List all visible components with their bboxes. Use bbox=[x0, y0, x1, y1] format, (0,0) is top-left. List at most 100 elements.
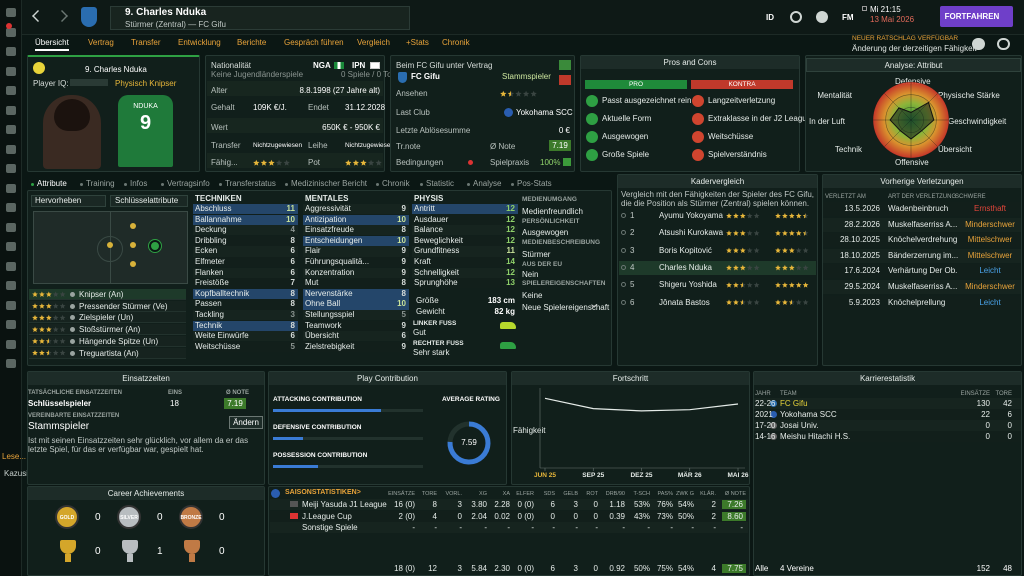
season-cell: 4 bbox=[432, 511, 437, 521]
attribute-row bbox=[412, 257, 518, 268]
info-age-value: 8.8.1998 (27 Jahre alt) bbox=[299, 86, 381, 95]
attribute-group-title: MENTALES bbox=[305, 194, 349, 203]
menu-tab[interactable]: Übersicht bbox=[35, 38, 69, 51]
flag bbox=[334, 62, 344, 69]
menu-tab[interactable]: Vertrag bbox=[88, 38, 114, 47]
season-cell: 2 bbox=[711, 511, 716, 521]
menu-tab[interactable]: Vergleich bbox=[357, 38, 390, 47]
continue-button[interactable] bbox=[940, 6, 1013, 27]
playing-time-apps-value: 18 bbox=[170, 399, 179, 408]
cup-base bbox=[65, 554, 71, 562]
sub-tab[interactable]: Transferstatus bbox=[225, 179, 276, 188]
career-cell: 0 bbox=[1007, 421, 1012, 430]
info-nat1: NGA bbox=[313, 61, 331, 70]
contract-reputation: Ansehen bbox=[396, 89, 428, 98]
shirt-number: 9 bbox=[139, 112, 152, 134]
attribute-name: Flair bbox=[305, 246, 321, 256]
squad-name: Ayumu Yokoyama bbox=[659, 211, 723, 220]
media-heading: AUS DER EU bbox=[522, 261, 563, 268]
sub-tab[interactable]: Analyse bbox=[473, 179, 502, 188]
menu-tab[interactable]: +Stats bbox=[406, 38, 429, 47]
sub-tab[interactable]: Chronik bbox=[382, 179, 410, 188]
analysis-dropdown[interactable] bbox=[806, 58, 1021, 72]
role-row[interactable] bbox=[29, 324, 186, 336]
squad-row bbox=[619, 296, 816, 310]
sidebar-icon bbox=[6, 66, 16, 76]
radar-label: Offensive bbox=[895, 158, 929, 167]
menu-tab[interactable]: Chronik bbox=[442, 38, 470, 47]
competition-name: Meiji Yasuda J1 League bbox=[302, 500, 387, 509]
height-value: 183 cm bbox=[487, 296, 515, 305]
con-icon bbox=[692, 149, 704, 161]
contribution-track bbox=[273, 465, 423, 468]
attribute-name: Führungsqualitä... bbox=[305, 257, 370, 266]
role-row[interactable] bbox=[29, 289, 186, 300]
role-row[interactable] bbox=[29, 347, 186, 359]
info-nationality: Nationalität bbox=[211, 61, 252, 70]
sidebar-text: Kazusi bbox=[4, 469, 29, 478]
injury-row bbox=[823, 280, 1021, 294]
attribute-name: Deckung bbox=[195, 225, 227, 235]
panel-header bbox=[269, 372, 506, 385]
x-tick-label: DEZ 25 bbox=[630, 472, 653, 479]
sub-tab[interactable]: Pos-Stats bbox=[517, 179, 552, 188]
season-header: DRB/90 bbox=[605, 491, 625, 497]
info-nat2: IPN bbox=[352, 61, 366, 70]
season-row bbox=[270, 510, 748, 522]
injury-date: 13.5.2026 bbox=[844, 204, 880, 213]
attribute-value: 9 bbox=[401, 246, 406, 256]
menu-tab[interactable]: Gespräch führen bbox=[284, 38, 344, 47]
season-cell: 3 bbox=[573, 500, 578, 509]
season-cell: 0 bbox=[593, 564, 598, 573]
attribute-name: Weitschüsse bbox=[195, 341, 241, 351]
season-cell: - bbox=[434, 523, 437, 532]
sub-tab[interactable]: Training bbox=[86, 179, 115, 188]
injury-date: 28.10.2025 bbox=[839, 235, 880, 245]
attribute-name: Flanken bbox=[195, 267, 224, 277]
season-cell: 54% bbox=[677, 500, 694, 509]
role-info-icon bbox=[70, 338, 75, 344]
season-cell: 2 bbox=[711, 500, 716, 509]
foot-label: RECHTER FUSS bbox=[413, 340, 464, 347]
info-row bbox=[207, 153, 383, 168]
attribute-row bbox=[303, 267, 409, 278]
career-cell: Yokohama SCC bbox=[780, 410, 837, 419]
position-dot bbox=[130, 242, 136, 248]
injury-severity: Minderschwer bbox=[965, 219, 1015, 229]
attribute-name: Balance bbox=[414, 225, 443, 235]
injury-row bbox=[823, 295, 1021, 310]
pro-item: Große Spiele bbox=[602, 150, 650, 159]
pro-icon bbox=[586, 113, 598, 125]
attribute-value: 12 bbox=[506, 214, 515, 224]
con-item: Langzeitverletzung bbox=[708, 96, 776, 105]
career-cell: Meishu Hitachi H.S. bbox=[780, 432, 851, 441]
sub-tab[interactable]: Vertragsinfo bbox=[167, 179, 210, 188]
squad-row bbox=[619, 244, 816, 258]
attribute-name: Antritt bbox=[414, 204, 435, 213]
menu-tab[interactable]: Berichte bbox=[237, 38, 267, 47]
menu-tab[interactable]: Entwicklung bbox=[178, 38, 221, 47]
dropdown[interactable] bbox=[31, 195, 106, 207]
season-title[interactable]: SAISONSTATISTIKEN> bbox=[285, 489, 361, 496]
role-row[interactable] bbox=[29, 312, 186, 324]
info-value: Wert bbox=[211, 123, 228, 132]
season-cell: - bbox=[531, 523, 534, 532]
role-info-icon bbox=[70, 327, 75, 333]
sub-tab[interactable]: Infos bbox=[130, 179, 148, 188]
menu-tab[interactable]: Transfer bbox=[131, 38, 161, 47]
dropdown[interactable] bbox=[110, 195, 188, 207]
panel bbox=[511, 371, 750, 485]
pro-icon bbox=[586, 95, 598, 107]
change-button[interactable] bbox=[229, 416, 263, 429]
role-row[interactable] bbox=[29, 335, 186, 347]
attribute-row bbox=[412, 246, 518, 257]
season-header: EINSÄTZE bbox=[388, 491, 415, 497]
key-attribute-row bbox=[303, 299, 409, 310]
role-row[interactable] bbox=[29, 300, 186, 312]
sub-tab[interactable]: Attribute bbox=[37, 179, 67, 188]
pro-item: Aktuelle Form bbox=[602, 114, 652, 123]
season-cell: 50% bbox=[633, 564, 650, 573]
con-item: Weitschüsse bbox=[708, 132, 754, 141]
sub-tab[interactable]: Statistic bbox=[426, 179, 455, 188]
sub-tab[interactable]: Medizinischer Bericht bbox=[291, 179, 368, 188]
